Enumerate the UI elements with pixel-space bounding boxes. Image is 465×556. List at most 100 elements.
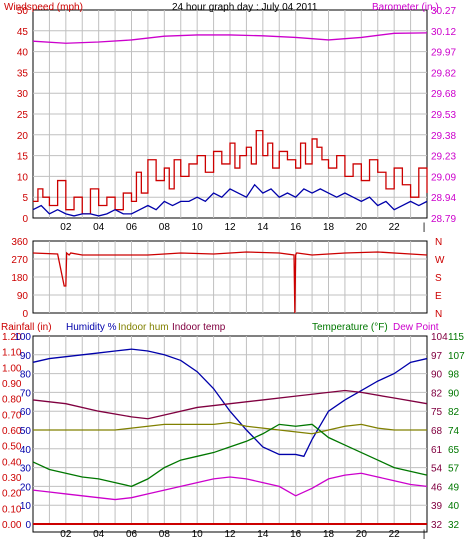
barometer-tick-label: 30.27 — [431, 6, 456, 17]
humidity-tick-label: 90 — [20, 351, 32, 362]
temp-x-tick-label: 12 — [224, 529, 236, 540]
wind-x-tick-label: 12 — [224, 222, 236, 233]
direction-degree-tick-label: 180 — [11, 273, 28, 284]
rainfall-tick-label: 0.60 — [2, 426, 22, 437]
windspeed-tick-label: 30 — [17, 89, 29, 100]
outdoor-temp-tick-label: 40 — [448, 501, 460, 512]
rainfall-tick-label: 1.20 — [2, 332, 22, 343]
wind-x-tick-label: 20 — [356, 222, 368, 233]
humidity-tick-label: 0 — [25, 520, 31, 531]
temp-x-tick-label: 18 — [323, 529, 335, 540]
windspeed-tick-label: 20 — [17, 131, 29, 142]
gust-series-line — [33, 129, 428, 215]
outdoor-temp-tick-label: 98 — [448, 370, 460, 381]
rainfall-tick-label: 0.00 — [2, 520, 22, 531]
humidity-tick-label: 70 — [20, 388, 32, 399]
direction-degree-tick-label: 360 — [11, 237, 28, 248]
indoor-temp-tick-label: 82 — [431, 388, 443, 399]
direction-compass-tick-label: S — [435, 273, 442, 284]
temp-x-tick-label: 04 — [93, 529, 105, 540]
barometer-tick-label: 30.12 — [431, 27, 456, 38]
outdoor-temp-tick-label: 65 — [448, 445, 460, 456]
windspeed-tick-label: 5 — [22, 193, 28, 204]
indoor-temp-tick-label: 75 — [431, 407, 443, 418]
temp-x-tick-label: | — [423, 529, 426, 540]
direction-compass-tick-label: W — [435, 255, 445, 266]
windspeed-tick-label: 10 — [17, 172, 29, 183]
direction-degree-tick-label: 0 — [22, 309, 28, 320]
barometer-tick-label: 29.68 — [431, 89, 456, 100]
indoor_temp-series-line — [32, 389, 428, 420]
outdoor-temp-tick-label: 57 — [448, 464, 460, 475]
outdoor-temp-tick-label: 32 — [448, 520, 460, 531]
rainfall-tick-label: 0.90 — [2, 379, 22, 390]
indoor-temp-label: Indoor temp — [172, 322, 226, 333]
temp-x-tick-label: 20 — [356, 529, 368, 540]
wind-x-tick-label: | — [423, 222, 426, 233]
rainfall-tick-label: 0.80 — [2, 395, 22, 406]
windspeed-tick-label: 45 — [17, 27, 29, 38]
indoor-hum-label: Indoor hum — [118, 322, 169, 333]
rainfall-tick-label: 0.10 — [2, 504, 22, 515]
indoor-temp-tick-label: 61 — [431, 445, 443, 456]
outdoor-temp-tick-label: 74 — [448, 426, 460, 437]
barometer-tick-label: 29.97 — [431, 48, 456, 59]
rainfall-tick-label: 0.70 — [2, 410, 22, 421]
windspeed-tick-label: 40 — [17, 48, 29, 59]
outdoor-temp-tick-label: 90 — [448, 388, 460, 399]
indoor-temp-tick-label: 46 — [431, 482, 443, 493]
dew_point-series-line — [32, 472, 428, 501]
humidity-tick-label: 20 — [20, 482, 32, 493]
indoor-temp-tick-label: 68 — [431, 426, 443, 437]
windspeed-tick-label: 0 — [22, 214, 28, 225]
outdoor-temp-tick-label: 49 — [448, 482, 460, 493]
indoor-temp-tick-label: 97 — [431, 351, 443, 362]
barometer-axis-label: Barometer (in.) — [372, 2, 439, 13]
indoor_hum-series-line — [33, 421, 427, 435]
barometer-tick-label: 29.82 — [431, 68, 456, 79]
humidity-tick-label: 30 — [20, 464, 32, 475]
humidity-tick-label: 60 — [20, 407, 32, 418]
avg-series-line — [32, 183, 428, 217]
direction-compass-tick-label: E — [435, 291, 442, 302]
indoor-temp-tick-label: 39 — [431, 501, 443, 512]
rainfall-tick-label: 1.00 — [2, 363, 22, 374]
temp-x-tick-label: 08 — [159, 529, 171, 540]
windspeed-tick-label: 25 — [17, 110, 29, 121]
direction-degree-tick-label: 270 — [11, 255, 28, 266]
graph-title: 24 hour graph day : July 04 2011 — [172, 2, 318, 13]
barometer-tick-label: 29.38 — [431, 131, 456, 142]
barometer-tick-label: 28.79 — [431, 214, 456, 225]
indoor-temp-tick-label: 32 — [431, 520, 443, 531]
humidity-tick-label: 50 — [20, 426, 32, 437]
barometer-tick-label: 29.53 — [431, 110, 456, 121]
windspeed-axis-label: Windspeed (mph) — [4, 2, 83, 13]
temperature-series-line — [32, 423, 428, 488]
direction-degree-tick-label: 90 — [17, 291, 29, 302]
rainfall-tick-label: 0.50 — [2, 442, 22, 453]
wind-x-tick-label: 14 — [257, 222, 269, 233]
humidity-tick-label: 100 — [14, 332, 31, 343]
humidity-tick-label: 10 — [20, 501, 32, 512]
outdoor-temp-tick-label: 82 — [448, 407, 460, 418]
rainfall-tick-label: 1.10 — [2, 348, 22, 359]
temp-x-tick-label: 22 — [389, 529, 401, 540]
rainfall-tick-label: 0.30 — [2, 473, 22, 484]
humidity-tick-label: 40 — [20, 445, 32, 456]
temp-x-tick-label: 16 — [290, 529, 302, 540]
barometer-series-line — [32, 32, 428, 44]
barometer-tick-label: 28.94 — [431, 193, 456, 204]
dew-point-label: Dew Point — [393, 322, 439, 333]
indoor-temp-tick-label: 90 — [431, 370, 443, 381]
outdoor-temp-tick-label: 107 — [448, 351, 465, 362]
wind-x-tick-label: 04 — [93, 222, 105, 233]
direction-series-line — [32, 251, 428, 314]
rainfall-axis-label: Rainfall (in) — [1, 322, 52, 333]
wind-x-tick-label: 18 — [323, 222, 335, 233]
temperature-axis-label: Temperature (°F) — [312, 322, 388, 333]
windspeed-tick-label: 15 — [17, 152, 29, 163]
wind-x-tick-label: 22 — [389, 222, 401, 233]
barometer-tick-label: 29.23 — [431, 152, 456, 163]
